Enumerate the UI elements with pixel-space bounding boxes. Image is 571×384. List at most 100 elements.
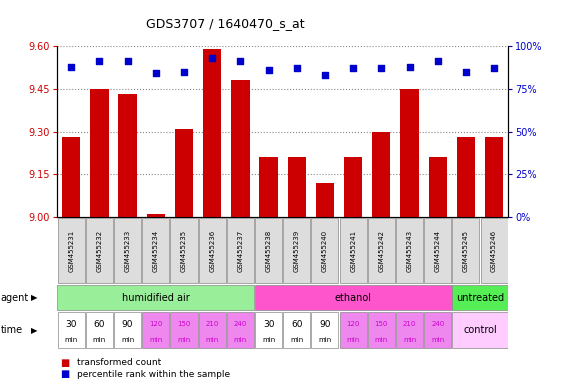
Bar xyxy=(452,312,508,348)
Bar xyxy=(255,218,282,283)
Point xyxy=(377,65,386,71)
Text: min: min xyxy=(290,337,303,343)
Text: 210: 210 xyxy=(206,321,219,328)
Text: min: min xyxy=(403,337,416,343)
Bar xyxy=(457,137,475,217)
Text: min: min xyxy=(431,337,444,343)
Bar xyxy=(340,218,367,283)
Text: GSM455233: GSM455233 xyxy=(124,229,131,272)
Bar xyxy=(203,49,222,217)
Text: 210: 210 xyxy=(403,321,416,328)
Bar xyxy=(86,218,113,283)
Bar xyxy=(396,218,423,283)
Bar xyxy=(452,218,480,283)
Text: min: min xyxy=(65,337,78,343)
Text: ▶: ▶ xyxy=(31,326,38,335)
Text: GSM455244: GSM455244 xyxy=(435,230,441,271)
Point xyxy=(236,58,245,65)
Text: min: min xyxy=(347,337,360,343)
Point xyxy=(405,63,414,70)
Bar xyxy=(170,218,198,283)
Text: min: min xyxy=(178,337,191,343)
Text: min: min xyxy=(93,337,106,343)
Bar xyxy=(62,137,81,217)
Text: min: min xyxy=(234,337,247,343)
Text: 240: 240 xyxy=(431,321,444,328)
Bar xyxy=(340,312,367,348)
Bar xyxy=(255,312,282,348)
Bar xyxy=(199,218,226,283)
Bar xyxy=(199,312,226,348)
Bar xyxy=(452,285,508,310)
Bar xyxy=(368,218,395,283)
Text: GSM455239: GSM455239 xyxy=(293,229,300,272)
Text: ▶: ▶ xyxy=(31,293,38,302)
Text: GSM455236: GSM455236 xyxy=(209,229,215,272)
Text: time: time xyxy=(1,325,23,335)
Text: transformed count: transformed count xyxy=(77,358,162,367)
Text: min: min xyxy=(262,337,275,343)
Text: ethanol: ethanol xyxy=(335,293,372,303)
Text: 60: 60 xyxy=(94,320,105,329)
Bar xyxy=(227,218,254,283)
Bar xyxy=(316,183,334,217)
Text: GSM455240: GSM455240 xyxy=(322,230,328,271)
Bar xyxy=(259,157,278,217)
Bar xyxy=(114,312,141,348)
Point xyxy=(489,65,498,71)
Bar xyxy=(396,312,423,348)
Point xyxy=(95,58,104,65)
Text: GSM455234: GSM455234 xyxy=(153,230,159,271)
Point xyxy=(320,72,329,78)
Text: GSM455237: GSM455237 xyxy=(238,229,243,272)
Bar xyxy=(368,312,395,348)
Text: GSM455231: GSM455231 xyxy=(68,229,74,272)
Bar xyxy=(58,218,85,283)
Bar xyxy=(90,89,108,217)
Text: min: min xyxy=(149,337,162,343)
Bar xyxy=(114,218,141,283)
Bar xyxy=(311,312,339,348)
Point xyxy=(151,70,160,76)
Point xyxy=(292,65,301,71)
Bar xyxy=(147,214,165,217)
Point xyxy=(67,63,76,70)
Text: GSM455235: GSM455235 xyxy=(181,230,187,271)
Bar xyxy=(283,312,310,348)
Text: 150: 150 xyxy=(177,321,191,328)
Point xyxy=(179,69,188,75)
Bar xyxy=(57,285,254,310)
Bar xyxy=(58,312,85,348)
Text: ■: ■ xyxy=(60,358,69,368)
Text: 60: 60 xyxy=(291,320,303,329)
Bar xyxy=(400,89,419,217)
Text: 90: 90 xyxy=(319,320,331,329)
Point xyxy=(264,67,273,73)
Text: 90: 90 xyxy=(122,320,134,329)
Text: min: min xyxy=(318,337,332,343)
Bar xyxy=(485,137,503,217)
Bar xyxy=(344,157,362,217)
Bar xyxy=(231,80,250,217)
Point xyxy=(433,58,443,65)
Bar xyxy=(288,157,306,217)
Bar xyxy=(255,285,452,310)
Text: 240: 240 xyxy=(234,321,247,328)
Text: 30: 30 xyxy=(263,320,274,329)
Text: GSM455242: GSM455242 xyxy=(379,230,384,271)
Bar xyxy=(311,218,339,283)
Bar xyxy=(142,218,170,283)
Point xyxy=(461,69,471,75)
Bar xyxy=(481,218,508,283)
Text: min: min xyxy=(206,337,219,343)
Text: GSM455246: GSM455246 xyxy=(491,230,497,271)
Bar xyxy=(424,312,451,348)
Bar xyxy=(170,312,198,348)
Text: GSM455238: GSM455238 xyxy=(266,229,272,272)
Bar xyxy=(372,131,391,217)
Bar xyxy=(227,312,254,348)
Text: min: min xyxy=(121,337,134,343)
Bar xyxy=(424,218,451,283)
Text: GSM455232: GSM455232 xyxy=(96,230,102,271)
Point xyxy=(208,55,217,61)
